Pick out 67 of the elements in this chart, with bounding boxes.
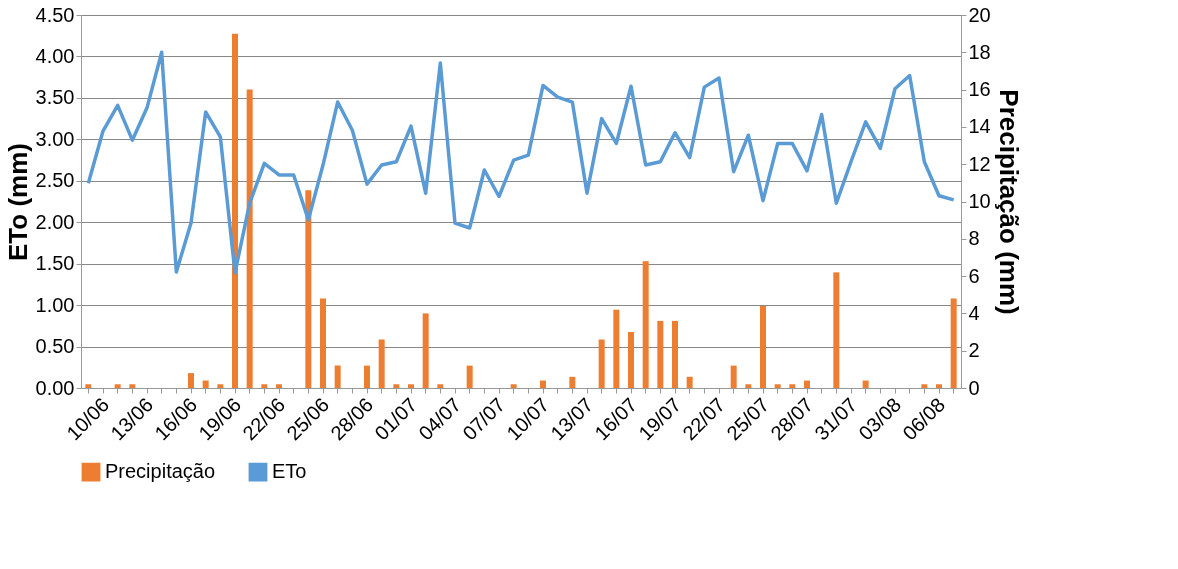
y2-tick-label: 14	[968, 115, 991, 138]
y2-tick-label: 20	[968, 3, 991, 26]
bar	[921, 384, 928, 388]
line-series	[86, 50, 956, 275]
bar	[730, 365, 737, 388]
y2-tick-label: 6	[968, 264, 980, 287]
y2-tick-label: 4	[968, 301, 980, 324]
y2-tick-label: 12	[968, 152, 991, 175]
bar	[276, 384, 282, 388]
y-tick-label: 2.50	[35, 169, 75, 192]
bar	[804, 380, 810, 388]
y-tick-label: 1.00	[35, 293, 75, 316]
y2-tick-label: 16	[968, 78, 991, 101]
y2-tick-label: 2	[968, 339, 980, 362]
bar	[85, 384, 92, 388]
legend-label: Precipitação	[105, 460, 216, 483]
bar	[774, 384, 781, 388]
bar	[833, 272, 840, 388]
bar	[364, 365, 370, 388]
y-tick-label: 0.50	[35, 335, 75, 358]
bar	[129, 384, 136, 388]
y-tick-label: 2.00	[35, 210, 75, 233]
bar	[598, 339, 605, 388]
bar	[936, 384, 942, 388]
y2-tick-label: 8	[968, 227, 980, 250]
y-tick-label: 4.50	[35, 3, 75, 26]
y-tick-label: 3.00	[35, 127, 75, 150]
bar	[393, 384, 400, 388]
bar	[672, 320, 678, 388]
y2-axis-title: Precipitação (mm)	[993, 89, 1024, 315]
bar	[114, 384, 121, 388]
bar	[466, 365, 473, 388]
bar	[745, 384, 752, 388]
bar	[188, 373, 194, 388]
bar	[789, 384, 796, 388]
bar	[305, 190, 312, 388]
y2-tick-label: 0	[968, 376, 980, 399]
bar	[422, 313, 429, 388]
y-tick-label: 4.00	[35, 44, 75, 67]
y-tick-label: 0.00	[35, 376, 75, 399]
bar	[686, 376, 693, 388]
bar	[334, 365, 341, 388]
bar	[657, 320, 664, 388]
bar	[232, 33, 238, 388]
y-axis-title: ETo (mm)	[2, 143, 33, 261]
y-tick-label: 3.50	[35, 86, 75, 109]
bar	[510, 384, 517, 388]
bar	[628, 332, 634, 388]
bar	[950, 298, 957, 388]
bar	[862, 380, 869, 388]
legend-label: ETo	[272, 460, 307, 483]
bar	[437, 384, 444, 388]
y2-tick-label: 10	[968, 190, 991, 212]
bar	[540, 380, 546, 388]
y2-tick-label: 18	[968, 40, 991, 63]
bar	[261, 384, 268, 388]
bar	[246, 89, 253, 388]
y-tick-label: 1.50	[35, 252, 75, 275]
bar	[613, 309, 620, 388]
bar	[217, 384, 224, 388]
bar	[202, 380, 209, 388]
bar	[320, 298, 326, 388]
bar	[642, 261, 649, 388]
bar	[760, 305, 766, 388]
bar	[378, 339, 385, 388]
bar	[408, 384, 414, 388]
bar	[569, 376, 576, 388]
